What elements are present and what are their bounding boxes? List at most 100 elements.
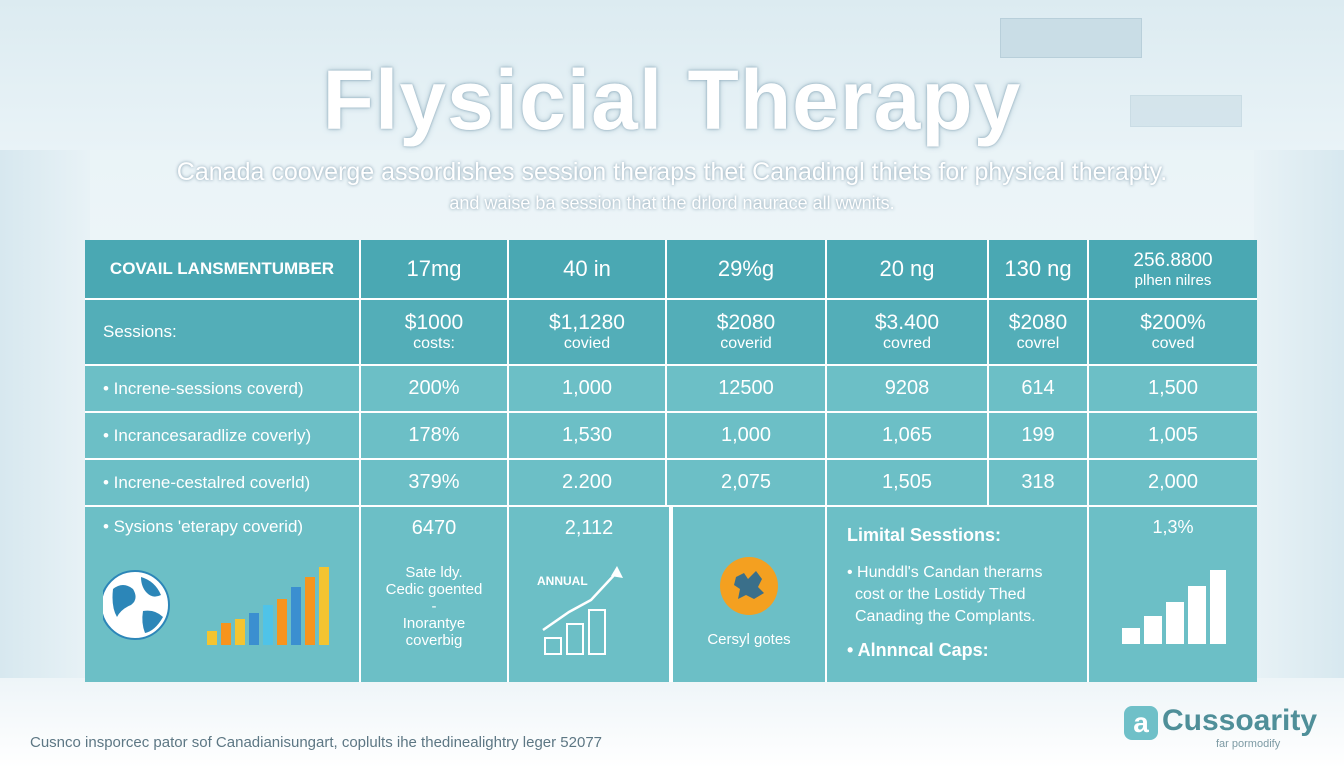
sessions-note: covred — [882, 335, 932, 352]
cell-value: 199 — [1021, 424, 1055, 446]
sessions-amount: $2080 — [716, 311, 776, 334]
sessions-cell: $3.400 covred — [827, 300, 987, 364]
logo-mark: a — [1124, 706, 1158, 740]
table-cell: 1,000 — [509, 366, 665, 411]
sessions-amount: $3.400 — [874, 311, 940, 334]
sessions-amount: $200% — [1140, 311, 1206, 334]
illustration — [103, 567, 329, 645]
row-label-cell: • Increne-cestalred coverld) — [85, 460, 359, 505]
bottom-cell: 1,3% — [1089, 507, 1257, 682]
header-cell: 20 ng — [827, 240, 987, 298]
table-cell: 1,505 — [827, 460, 987, 505]
limited-sessions-heading: Limital Sesstions: — [847, 525, 1002, 545]
sessions-amount: $2080 — [1008, 311, 1068, 334]
annual-growth-chart-icon: ANNUAL — [529, 560, 649, 660]
header-cell: 40 in — [509, 240, 665, 298]
header-value: 130 ng — [1004, 256, 1072, 281]
header-value: 20 ng — [879, 256, 935, 281]
table-cell: 9208 — [827, 366, 987, 411]
header-label-cell: COVAIL LANSMENTUMBER — [85, 240, 359, 298]
row-label: • Incrancesaradlize coverly) — [103, 425, 312, 445]
bottom-cell: 6470 Sate ldy. Cedic goented - Inorantye… — [361, 507, 507, 682]
cell-value: 1,505 — [881, 471, 933, 493]
table-cell: 1,500 — [1089, 366, 1257, 411]
header-value: 29%g — [717, 256, 775, 281]
cell-value: 2.200 — [561, 471, 613, 493]
bar-chart-icon — [207, 567, 329, 645]
cell-value: 1,500 — [1147, 377, 1199, 399]
cell-value: 178% — [408, 424, 460, 446]
cell-caption: Cersyl gotes — [707, 631, 791, 648]
cell-value: 9208 — [884, 377, 930, 399]
cell-value: 318 — [1021, 471, 1055, 493]
cell-value: 200% — [408, 377, 460, 399]
globe-icon — [103, 570, 170, 640]
limited-sessions-bullet: cost or the Lostidy Thed — [855, 586, 1026, 603]
ceiling-vent — [1000, 18, 1142, 58]
cell-value: 1,000 — [561, 377, 613, 399]
header-value-top: 256.8800 — [1133, 249, 1213, 271]
logo-name: Cussoarity — [1162, 704, 1318, 737]
cell-value: 6470 — [411, 517, 457, 539]
header-value-bottom: plhen nilres — [1134, 271, 1212, 289]
sessions-note: coverid — [720, 335, 772, 352]
header-label: COVAIL LANSMENTUMBER — [109, 259, 335, 278]
cell-value: 1,005 — [1147, 424, 1199, 446]
limited-sessions-bullet: • Hunddl's Candan therarns — [847, 564, 1043, 581]
chart-label: ANNUAL — [537, 574, 588, 588]
brand-logo: a Cussoarity far pormodify — [1124, 704, 1329, 754]
header-cell: 29%g — [667, 240, 825, 298]
sessions-label-cell: Sessions: — [85, 300, 359, 364]
sessions-cell: $1000 costs: — [361, 300, 507, 364]
limited-sessions-bullet: Canading the Complants. — [855, 608, 1036, 625]
bottom-label-cell: • Sysions 'eterapy coverid) — [85, 507, 359, 682]
ceiling-vent — [1130, 95, 1242, 127]
sessions-cell: $2080 covrel — [989, 300, 1087, 364]
header-value: 17mg — [406, 256, 462, 281]
header-cell: 130 ng — [989, 240, 1087, 298]
white-bar-chart-icon — [1122, 570, 1226, 644]
sessions-amount: $1000 — [404, 311, 464, 334]
header-cell: 17mg — [361, 240, 507, 298]
cell-value: 2,112 — [564, 517, 614, 539]
sessions-note: covied — [563, 335, 611, 352]
table-cell: 2,000 — [1089, 460, 1257, 505]
sessions-cell: $2080 coverid — [667, 300, 825, 364]
sessions-note: costs: — [413, 335, 455, 352]
subtitle-line-1: Canada cooverge assordishes session ther… — [176, 158, 1168, 186]
cell-value: 379% — [408, 471, 460, 493]
cell-value: 2,075 — [720, 471, 772, 493]
cell-note: Inorantye — [402, 615, 466, 632]
cell-value: 1,000 — [720, 424, 772, 446]
cell-value: 12500 — [718, 377, 774, 399]
row-label-cell: • Increne-sessions coverd) — [85, 366, 359, 411]
table-cell: 318 — [989, 460, 1087, 505]
cell-value: 1,530 — [561, 424, 613, 446]
page-title: Flysicial Therapy — [322, 53, 1022, 147]
table-cell: 12500 — [667, 366, 825, 411]
table-cell: 1,065 — [827, 413, 987, 458]
sessions-label: Sessions: — [103, 322, 177, 341]
cell-note: Sate ldy. — [405, 564, 463, 581]
row-label-cell: • Incrancesaradlize coverly) — [85, 413, 359, 458]
sessions-cell: $200% coved — [1089, 300, 1257, 364]
table-cell: 1,005 — [1089, 413, 1257, 458]
header-cell-last: 256.8800 plhen nilres — [1089, 240, 1257, 298]
cell-note: Cedic goented — [385, 581, 483, 598]
logo-tagline: far pormodify — [1216, 738, 1281, 750]
background-floor — [0, 678, 1344, 768]
cell-note: - — [431, 598, 437, 615]
limited-sessions-bullet: • Alnnncal Caps: — [847, 640, 989, 660]
map-badge-icon — [720, 557, 778, 615]
background-wall-right — [1254, 150, 1344, 710]
bottom-cell: 2,112 ANNUAL — [509, 507, 669, 682]
footer-text: Cusnco insporcec pator sof Canadianisung… — [30, 734, 603, 751]
header-value: 40 in — [563, 256, 611, 281]
subtitle-line-2: and waise ba session that the drlord nau… — [449, 193, 895, 213]
limited-sessions-cell: Limital Sesstions: • Hunddl's Candan the… — [827, 507, 1087, 682]
sessions-note: coved — [1151, 335, 1195, 352]
sessions-note: covrel — [1016, 335, 1060, 352]
cell-value: 614 — [1021, 377, 1055, 399]
coverage-table: COVAIL LANSMENTUMBER 17mg 40 in 29%g 20 … — [85, 240, 1257, 682]
row-label: • Sysions 'eterapy coverid) — [103, 517, 304, 536]
